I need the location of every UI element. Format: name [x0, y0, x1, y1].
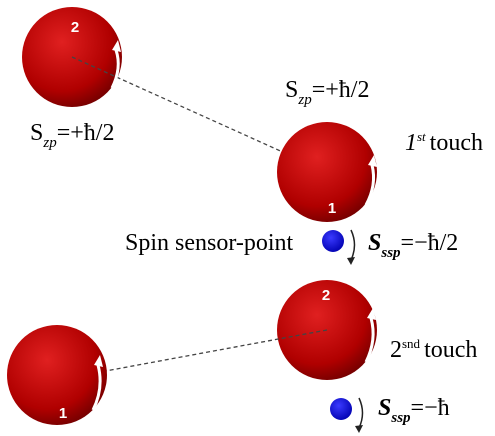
sphere: 1: [277, 122, 377, 222]
subscript: ssp: [380, 245, 401, 261]
spin-arrow: [359, 398, 363, 428]
formula: Sssp=−ħ/2: [368, 230, 458, 261]
rhs: =+ħ/2: [57, 120, 115, 146]
sensor-point: [322, 230, 344, 252]
rhs: =+ħ/2: [312, 77, 370, 103]
symbol: S: [30, 120, 43, 146]
rhs: =−ħ: [411, 395, 450, 421]
sphere-label: 2: [322, 287, 330, 304]
subscript: zp: [42, 135, 57, 151]
formula: Sssp=−ħ: [378, 395, 450, 426]
rhs: =−ħ/2: [401, 230, 459, 256]
formula: Szp=+ħ/2: [30, 120, 114, 151]
sensor-point: [330, 398, 352, 420]
ordinal: 1: [405, 130, 417, 156]
text: touch: [430, 130, 483, 156]
subscript: ssp: [390, 410, 411, 426]
symbol: S: [285, 77, 298, 103]
diagram: 2 1 2 1 Szp=+ħ/2 Szp=+ħ/2 Sssp=−ħ/2 Sssp…: [0, 0, 495, 436]
ordinal: 2: [390, 337, 402, 363]
suffix: st: [417, 129, 426, 144]
sphere: 1: [7, 325, 107, 425]
formula: Szp=+ħ/2: [285, 77, 369, 108]
suffix: snd: [402, 336, 421, 351]
sensor-label: Spin sensor-point: [125, 230, 294, 256]
sphere-label: 1: [328, 200, 336, 217]
sphere-label: 1: [59, 405, 67, 422]
symbol: S: [378, 395, 391, 421]
symbol: S: [368, 230, 381, 256]
subscript: zp: [297, 92, 312, 108]
sphere-label: 2: [71, 19, 79, 36]
text: touch: [424, 337, 477, 363]
spin-arrow: [351, 230, 355, 260]
sphere: 2: [22, 7, 327, 172]
